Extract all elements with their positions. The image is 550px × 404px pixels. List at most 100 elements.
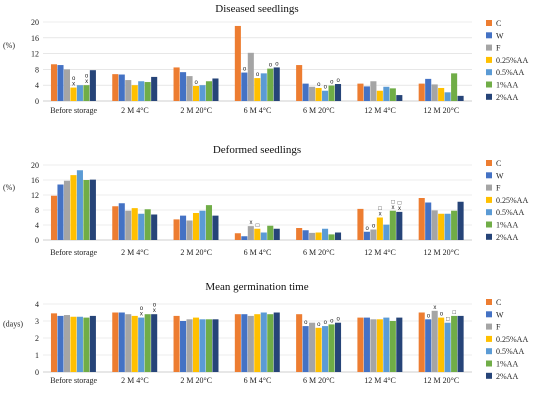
bar-0.5%AA [322,228,329,240]
legend-label: 0.25%AA [496,196,528,205]
x-category-label: Before storage [50,376,97,385]
legend-label: 2%AA [496,233,518,242]
legend-label: C [496,19,501,28]
significance-mark: o [153,303,157,309]
bar-F [370,319,377,372]
bar-0.25%AA [192,213,200,240]
bar-F [309,322,316,372]
legend-label: 0.25%AA [496,56,528,65]
x-category-label: 2 M 20°C [180,106,212,115]
bar-W [57,65,64,101]
legend-swatch [486,372,492,379]
bar-0.25%AA [254,78,261,101]
bar-0.25%AA [70,175,77,241]
y-tick-label: 0 [35,236,39,245]
significance-mark: o [304,320,308,326]
legend-swatch [486,360,492,367]
significance-mark: o [427,313,431,319]
legend: CWF 0.25%AA 0.5%AA 1%AA 2%AA [486,159,528,242]
bar-F [431,310,438,372]
bar-C [296,65,303,101]
bar-0.25%AA [70,316,77,372]
bar-F [125,80,132,101]
bar-0.5%AA [260,232,267,240]
y-tick-label: 12 [31,50,39,59]
bar-1%AA [267,225,274,240]
bar-W [425,202,432,240]
bar-0.25%AA [131,85,138,101]
significance-mark: x [140,312,143,318]
bar-0.5%AA [322,326,329,372]
legend-label: F [496,323,501,332]
significance-mark: x [398,206,401,212]
significance-mark: o [337,317,341,323]
bar-2%AA [396,317,403,372]
legend-swatch [486,32,492,39]
legend-swatch [486,184,492,191]
legend-label: F [496,184,501,193]
significance-mark: □ [256,223,260,229]
y-axis-unit: (%) [3,183,15,192]
significance-mark: o [317,322,321,328]
bar-0.5%AA [444,322,451,372]
bar-2%AA [212,215,219,241]
significance-mark: x [379,212,382,218]
bar-W [118,203,125,240]
bar-0.5%AA [383,86,390,101]
legend-label: 0.25%AA [496,335,528,344]
legend-label: F [496,44,501,53]
bar-1%AA [267,314,274,372]
bar-1%AA [83,85,90,101]
legend-swatch [486,81,492,88]
x-category-label: 6 M 20°C [303,376,335,385]
legend-swatch [486,299,492,305]
legend-swatch [486,160,492,166]
bar-C [173,67,180,101]
y-tick-label: 12 [31,191,39,200]
bar-0.5%AA [260,312,267,372]
bar-C [50,195,58,240]
significance-mark: □ [452,310,456,316]
bar-C [357,83,364,101]
y-tick-label: 8 [35,206,39,215]
bar-2%AA [273,312,280,372]
significance-mark: x [392,205,395,211]
y-tick-label: 16 [31,34,39,43]
bar-2%AA [334,84,342,101]
bar-2%AA [457,201,464,240]
x-category-label: Before storage [50,248,97,257]
bar-1%AA [451,210,458,240]
chart-panel-3: Mean germination time (days) 0 1 2 3 4 Before s… [3,281,528,385]
significance-mark: o [140,306,144,312]
y-tick-label: 2 [35,334,39,343]
bar-2%AA [396,95,403,101]
bar-F [309,86,316,101]
bar-W [118,312,125,372]
bar-1%AA [144,82,151,101]
significance-mark: o [372,224,376,230]
x-category-label: Before storage [50,106,97,115]
legend-label: 2%AA [496,93,518,102]
significance-mark: o [195,80,199,86]
bar-W [363,317,370,372]
legend: CWF 0.25%AA 0.5%AA 1%AA 2%AA [486,19,528,102]
bar-1%AA [451,73,458,101]
bar-0.5%AA [199,85,206,101]
bar-C [296,228,303,240]
significance-mark: o [330,80,334,86]
bar-1%AA [83,317,90,372]
bar-2%AA [89,70,96,101]
y-axis-unit: (days) [3,319,23,328]
bar-0.5%AA [199,319,206,372]
bar-F [431,84,438,101]
bar-0.5%AA [444,213,451,240]
bar-0.25%AA [315,87,322,101]
legend-label: 0.5%AA [496,68,524,77]
bar-1%AA [205,81,213,101]
y-tick-label: 0 [35,97,39,106]
legend-swatch [486,311,492,318]
x-category-label: 6 M 4°C [244,106,272,115]
legend-swatch [486,348,492,355]
significance-mark: o [330,318,334,324]
chart-title: Mean germination time [205,281,308,293]
